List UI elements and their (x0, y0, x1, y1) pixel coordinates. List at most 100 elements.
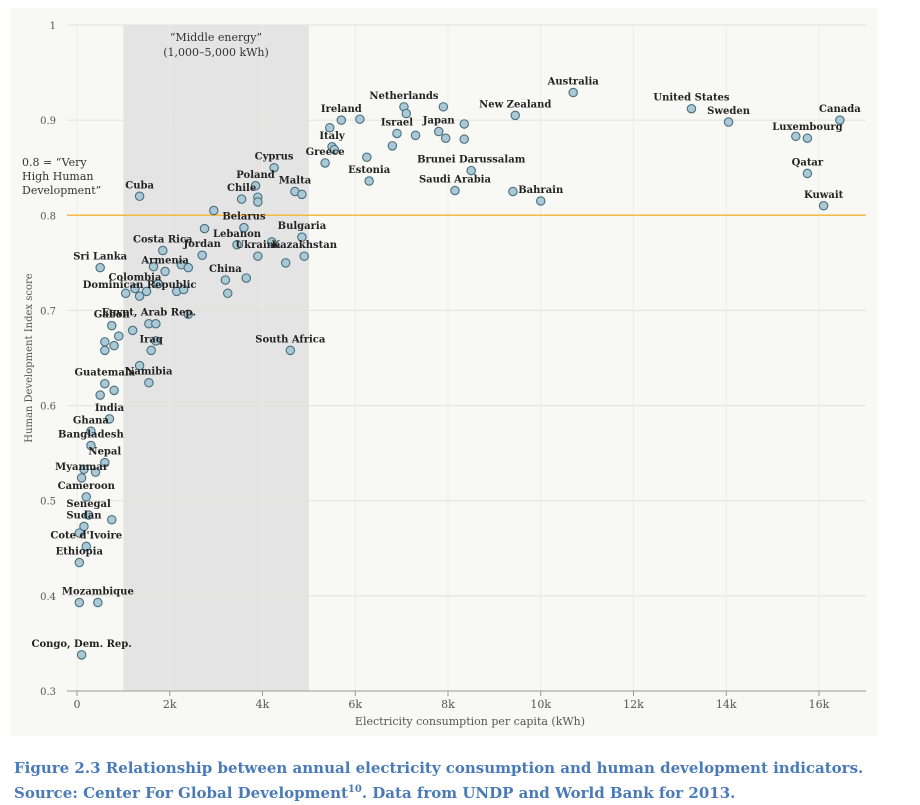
data-point (74, 557, 85, 568)
data-point (222, 288, 233, 299)
x-tick-label: 4k (256, 698, 270, 711)
caption-source: . Data from UNDP and World Bank for 2013… (361, 784, 736, 802)
data-point-label: Senegal (66, 499, 111, 510)
data-point-label: Costa Rica (133, 234, 193, 245)
data-point (324, 123, 335, 133)
data-point-label: Ukraine (235, 240, 280, 251)
data-point-label: Kazakhstan (271, 240, 337, 251)
data-point (93, 597, 103, 608)
data-point-label: Netherlands (369, 91, 439, 102)
data-point (95, 390, 105, 400)
hdi-electricity-scatter-chart: 0 2k 4k 6k 8k 10k 12k 14k 16k 0.3 0.4 0.5 0.6 0.7 0.8 0… (22, 21, 866, 728)
data-point (109, 385, 119, 396)
data-point-label: Kuwait (804, 190, 844, 201)
data-point-label: Sweden (707, 106, 751, 117)
data-point-label: Ireland (321, 104, 362, 115)
data-point-label: Bangladesh (58, 430, 124, 441)
data-point (146, 345, 156, 356)
data-point (90, 467, 101, 477)
data-point (510, 110, 520, 121)
y-tick-label: 0.7 (40, 306, 56, 317)
data-point (250, 181, 261, 191)
data-point (392, 128, 402, 139)
data-point (100, 345, 110, 356)
data-point (285, 345, 296, 356)
data-point (362, 152, 372, 162)
data-point-label: Colombia (108, 273, 161, 284)
data-point-label: Ghana (73, 415, 110, 426)
data-point (459, 134, 469, 144)
data-point (686, 103, 697, 114)
data-point (236, 194, 247, 204)
data-point (387, 141, 398, 151)
data-point (438, 102, 449, 112)
data-point (241, 273, 252, 283)
data-point (355, 114, 365, 124)
threshold-label-line2: High Human (22, 170, 93, 183)
data-point (144, 377, 154, 388)
data-point (100, 337, 110, 347)
data-point (81, 492, 92, 502)
data-point (183, 262, 194, 273)
data-point (197, 250, 207, 260)
data-point (160, 266, 170, 277)
chart-container: 0 2k 4k 6k 8k 10k 12k 14k 16k 0.3 0.4 0.5 0.6 0.7 0.8 0… (22, 21, 866, 728)
data-point-label: Guatemala (75, 368, 136, 379)
data-point-label: Qatar (792, 157, 824, 168)
data-point (297, 232, 307, 242)
data-point (336, 115, 347, 125)
x-tick-label: 10k (530, 698, 551, 711)
y-tick-label: 0.9 (40, 116, 56, 127)
caption-text: Figure 2.3 Relationship between annual e… (14, 759, 864, 802)
data-point-label: Belarus (222, 212, 266, 223)
data-point (76, 473, 87, 483)
data-point (113, 331, 124, 341)
data-point-label: Mozambique (62, 587, 134, 598)
data-point-label: Luxembourg (772, 122, 842, 133)
data-point-label: Dominican Republic (83, 280, 197, 291)
data-point (130, 283, 140, 294)
middle-energy-band (123, 25, 309, 691)
data-point (329, 144, 340, 155)
data-point (127, 325, 138, 336)
data-point (791, 131, 801, 142)
data-point-label: South Africa (255, 334, 326, 345)
data-point (280, 258, 291, 268)
data-point (79, 464, 89, 475)
data-point (86, 426, 96, 437)
data-point (183, 309, 194, 319)
data-point-label: Israel (381, 117, 413, 128)
y-tick-label: 0.8 (40, 211, 56, 222)
data-point (459, 119, 469, 129)
data-point-label: Estonia (348, 165, 391, 176)
data-point (107, 320, 117, 331)
data-point-label: Australia (547, 77, 600, 88)
data-point (148, 261, 159, 272)
x-tick-label: 6k (348, 698, 362, 711)
data-point (297, 189, 307, 200)
data-point-label: Lebanon (213, 229, 262, 240)
data-point (209, 205, 219, 216)
data-point-label: Cameroon (58, 481, 116, 492)
data-point (107, 514, 117, 525)
y-tick-label: 0.6 (40, 402, 56, 413)
data-point (723, 117, 734, 127)
x-tick-label: 2k (163, 698, 177, 711)
data-point (79, 521, 89, 532)
data-point-label: New Zealand (479, 99, 551, 110)
data-point-label: Nepal (88, 447, 121, 458)
data-point-label: China (209, 264, 242, 275)
data-point-label: Congo, Dem. Rep. (32, 639, 132, 650)
data-point (568, 87, 578, 98)
data-point (802, 133, 813, 143)
x-tick-label: 12k (623, 698, 644, 711)
y-tick-label: 1 (50, 21, 56, 32)
data-point (410, 130, 421, 141)
data-point-label: Cuba (125, 180, 154, 191)
data-point (83, 510, 94, 520)
data-point-label: India (95, 403, 125, 414)
data-point (95, 262, 105, 273)
data-point (299, 251, 309, 261)
data-point-label: Greece (306, 147, 345, 158)
data-point-label: Sri Lanka (73, 252, 127, 263)
